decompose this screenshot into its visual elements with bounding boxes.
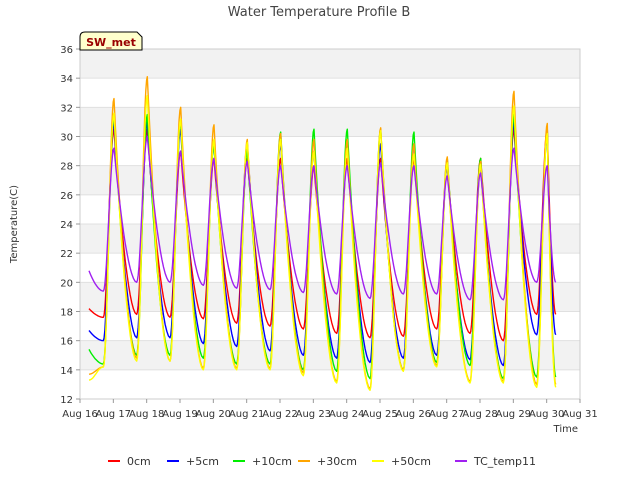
y-axis-label: Temperature(C): [9, 185, 20, 264]
y-tick-label: 34: [60, 74, 73, 85]
legend-label: +30cm: [317, 455, 357, 468]
x-tick-label: Aug 17: [96, 409, 131, 420]
y-tick-label: 22: [60, 249, 73, 260]
station-badge: SW_met: [79, 31, 143, 51]
chart-title: Water Temperature Profile B: [228, 5, 411, 20]
y-tick-label: 30: [60, 133, 73, 144]
y-tick-label: 24: [60, 220, 73, 231]
x-tick-label: Aug 31: [562, 409, 597, 420]
x-tick-label: Aug 29: [496, 409, 531, 420]
series-line-+50cm: [88, 94, 557, 391]
x-tick-label: Aug 28: [462, 409, 497, 420]
legend-label: TC_temp11: [473, 455, 536, 468]
x-tick-label: Aug 30: [529, 409, 564, 420]
x-tick-label: Aug 24: [329, 409, 364, 420]
plot-band: [80, 49, 580, 79]
y-tick-label: 32: [60, 103, 73, 114]
y-tick-label: 26: [60, 191, 73, 202]
x-axis-label: Time: [553, 424, 578, 435]
x-tick-label: Aug 26: [396, 409, 431, 420]
x-tick-label: Aug 25: [362, 409, 397, 420]
station-badge-shape: [79, 31, 143, 51]
x-tick-label: Aug 18: [129, 409, 164, 420]
plot-band: [80, 224, 580, 254]
y-tick-label: 36: [60, 45, 73, 56]
plot-band: [80, 107, 580, 137]
legend-label: 0cm: [127, 455, 151, 468]
station-badge-label: SW_met: [86, 36, 136, 49]
y-tick-label: 12: [60, 395, 73, 406]
x-tick-label: Aug 23: [296, 409, 331, 420]
y-tick-label: 28: [60, 162, 73, 173]
y-axis-ticks: 12 14 16 18 20 22 24 26 28 30 32 34 36: [60, 45, 80, 406]
legend-label: +50cm: [391, 455, 431, 468]
x-tick-label: Aug 22: [262, 409, 297, 420]
x-tick-label: Aug 16: [62, 409, 97, 420]
x-tick-label: Aug 20: [196, 409, 231, 420]
legend-label: +10cm: [252, 455, 292, 468]
y-tick-label: 20: [60, 278, 73, 289]
legend: 0cm +5cm +10cm +30cm +50cm TC_temp11: [108, 455, 536, 468]
y-tick-label: 14: [60, 366, 73, 377]
x-tick-label: Aug 19: [162, 409, 197, 420]
plot-band: [80, 165, 580, 195]
series-line-TC_temp11: [88, 135, 557, 301]
x-tick-label: Aug 27: [429, 409, 464, 420]
y-tick-label: 18: [60, 308, 73, 319]
legend-label: +5cm: [186, 455, 219, 468]
x-tick-label: Aug 21: [229, 409, 264, 420]
series-lines: [88, 75, 557, 391]
y-tick-label: 16: [60, 337, 73, 348]
